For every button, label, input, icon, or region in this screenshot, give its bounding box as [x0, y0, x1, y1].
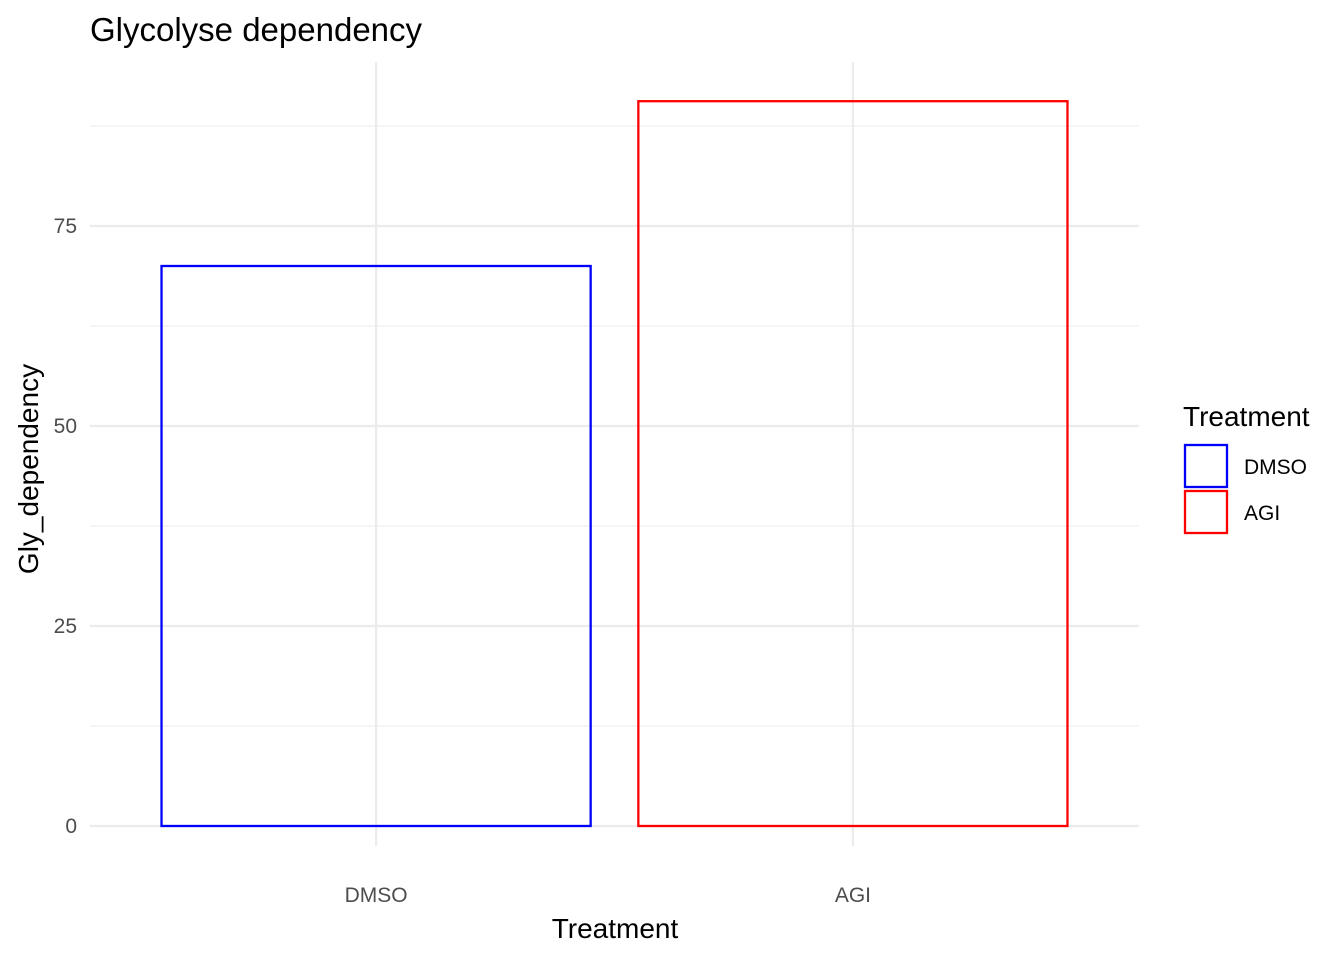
y-tick-labels: 0 25 50 75 [54, 215, 77, 838]
bars [160, 100, 1069, 828]
bar-dmso [160, 264, 592, 828]
y-tick-label: 75 [54, 215, 77, 238]
legend-entries: DMSO AGI [1183, 443, 1307, 535]
chart-title: Glycolyse dependency [90, 11, 423, 48]
legend-label-agi: AGI [1244, 502, 1280, 525]
legend-key-agi [1183, 489, 1229, 535]
y-tick-label: 25 [54, 615, 77, 638]
minor-gridlines [90, 125, 1139, 727]
x-axis-title: Treatment [552, 913, 679, 944]
y-tick-label: 0 [65, 815, 77, 838]
legend-label-dmso: DMSO [1244, 456, 1307, 479]
x-tick-label: AGI [835, 884, 871, 907]
legend-key-dmso [1183, 443, 1229, 489]
y-axis-title: Gly_dependency [13, 364, 44, 574]
x-tick-labels: DMSO AGI [345, 884, 871, 907]
legend: Treatment DMSO AGI [1183, 401, 1310, 535]
bar-agi [637, 100, 1069, 828]
x-tick-label: DMSO [345, 884, 408, 907]
major-gridlines [90, 62, 1139, 846]
y-tick-label: 50 [54, 415, 77, 438]
legend-title: Treatment [1183, 401, 1310, 432]
